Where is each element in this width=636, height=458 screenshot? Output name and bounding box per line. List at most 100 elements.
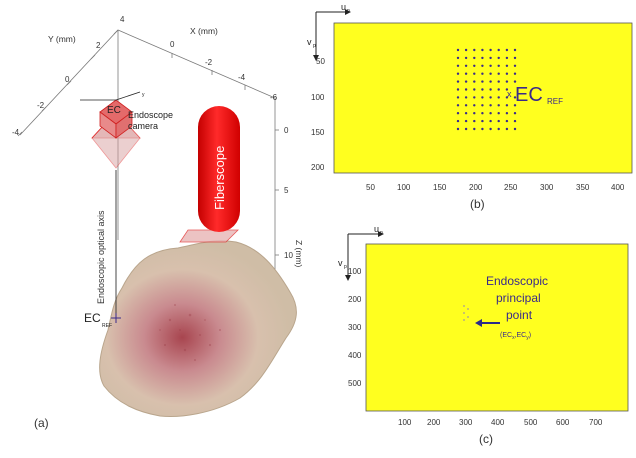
ec-ref-label: EC: [84, 311, 101, 325]
panel-a-3d-scene: Y (mm) X (mm) Z (mm) 4 2 0 -2 -4 0 -2 -4…: [12, 15, 304, 430]
grid-dot: [497, 127, 500, 131]
panel-c-u-axis: u: [374, 224, 379, 234]
grid-dot: [464, 112, 468, 115]
grid-dot: [497, 88, 500, 91]
grid-dot: [456, 127, 460, 131]
tissue-surface: [99, 240, 297, 417]
grid-dot: [464, 72, 468, 75]
grid-dot: [505, 88, 509, 91]
grid-dot: [497, 72, 500, 75]
grid-dot: [481, 119, 484, 123]
grid-dot: [464, 96, 468, 99]
grid-dot: [456, 96, 460, 99]
grid-dot: [473, 104, 476, 107]
grid-dot: [473, 112, 476, 115]
panel-b-x-tick: 100: [397, 183, 411, 192]
grid-dot: [464, 119, 468, 123]
grid-dot: [513, 48, 517, 52]
x-tick: -6: [270, 93, 278, 102]
grid-dot: [489, 104, 492, 107]
panel-c-y-tick: 400: [348, 351, 362, 360]
grid-dot: [481, 88, 484, 91]
ec-ref-subscript: REF: [102, 323, 112, 329]
grid-dot: [456, 119, 460, 123]
panel-c-x-tick: 500: [524, 418, 538, 427]
fiberscope: [179, 106, 240, 243]
grid-dot: [497, 64, 500, 68]
panel-b-x-tick: 150: [433, 183, 447, 192]
grid-dot: [513, 96, 517, 99]
grid-dot: [464, 56, 468, 60]
z-axis-title: Z (mm): [294, 240, 304, 268]
grid-dot: [481, 104, 484, 107]
grid-dot: [464, 48, 468, 52]
grid-dot: [456, 64, 460, 68]
x-tick: -4: [238, 73, 246, 82]
grid-dot: [473, 96, 476, 99]
tissue-texture: [159, 304, 221, 361]
grid-dot: [513, 80, 517, 83]
panel-c-plane: [365, 243, 629, 412]
grid-dot: [513, 104, 517, 107]
panel-c-point-cluster: [463, 305, 469, 321]
grid-dot: [497, 119, 500, 123]
grid-dot: [464, 80, 468, 83]
grid-dot: [456, 48, 460, 52]
grid-dot: [473, 88, 476, 91]
grid-dot: [505, 72, 509, 75]
panel-c-v-axis: v: [338, 258, 343, 268]
y-axis-title: Y (mm): [48, 34, 76, 44]
grid-dot: [473, 72, 476, 75]
panel-a-label: (a): [34, 416, 49, 430]
panel-b-dot-grid: [456, 48, 517, 131]
grid-dot: [456, 80, 460, 83]
grid-dot: [481, 96, 484, 99]
y-tick: -2: [37, 101, 45, 110]
panel-b-ec-marker: x: [507, 89, 512, 99]
panel-b-y-tick: 50: [316, 57, 325, 66]
grid-dot: [489, 88, 492, 91]
camera-axis-y-label: y: [142, 92, 145, 98]
grid-dot: [505, 96, 509, 99]
grid-dot: [464, 64, 468, 68]
x-tick: -2: [205, 58, 213, 67]
panel-b-x-tick: 200: [469, 183, 483, 192]
panel-b-x-tick: 50: [366, 183, 375, 192]
ec-ref-marker: [111, 313, 121, 323]
panel-c-u-sub: p: [380, 230, 383, 236]
panel-c-y-tick: 500: [348, 379, 362, 388]
panel-b-y-tick: 150: [311, 128, 325, 137]
grid-dot: [489, 72, 492, 75]
panel-c-image-plane: u p v p Endoscopic principal point (ECx,…: [338, 224, 629, 446]
panel-c-x-tick: 300: [459, 418, 473, 427]
grid-dot: [505, 119, 509, 123]
grid-dot: [489, 56, 492, 60]
grid-dot: [489, 112, 492, 115]
panel-c-x-tick: 400: [491, 418, 505, 427]
panel-c-y-tick: 300: [348, 323, 362, 332]
grid-dot: [513, 127, 517, 131]
panel-b-y-tick: 100: [311, 93, 325, 102]
panel-c-label: (c): [479, 432, 493, 446]
grid-dot: [481, 112, 484, 115]
grid-dot: [505, 80, 509, 83]
fiberscope-label: Fiberscope: [212, 146, 227, 210]
panel-b-image-plane: u p v p x EC REF 50 100 150 200 250 300 …: [307, 2, 633, 211]
grid-dot: [497, 104, 500, 107]
panel-b-x-tick: 400: [611, 183, 625, 192]
grid-dot: [481, 72, 484, 75]
grid-dot: [513, 72, 517, 75]
panel-b-y-tick: 200: [311, 163, 325, 172]
panel-b-ec-label: EC: [515, 84, 543, 106]
panel-c-x-tick: 100: [398, 418, 412, 427]
principal-point-line1: Endoscopic: [486, 274, 548, 288]
grid-dot: [456, 56, 460, 60]
panel-b-u-sub: p: [347, 8, 350, 14]
grid-dot: [497, 56, 500, 60]
panel-b-v-sub: p: [313, 43, 316, 49]
grid-dot: [473, 80, 476, 83]
y-tick: 4: [120, 15, 125, 24]
panel-c-y-tick: 200: [348, 295, 362, 304]
camera-label-line1: Endoscope: [128, 110, 173, 120]
panel-b-x-tick: 300: [540, 183, 554, 192]
